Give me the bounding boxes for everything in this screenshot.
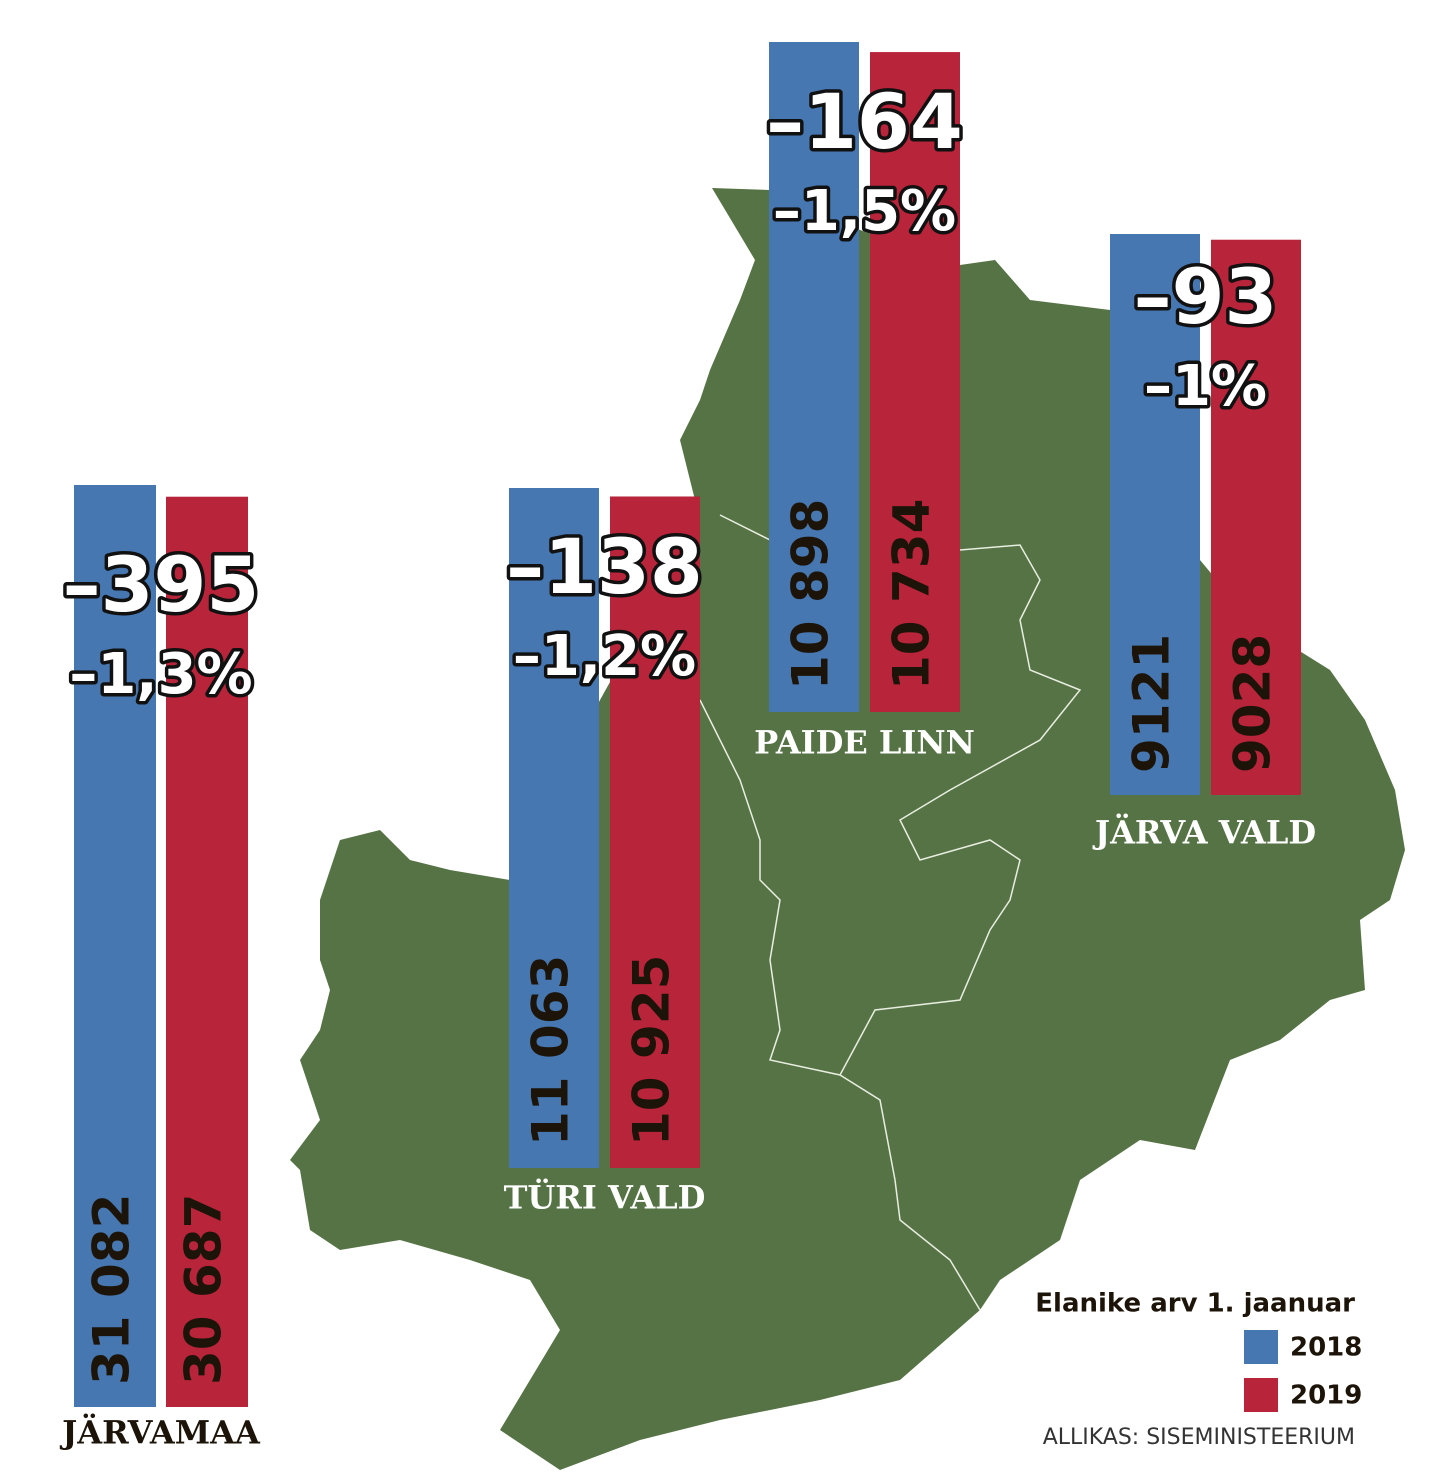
bar [166, 496, 248, 1408]
change-label: –395 [63, 540, 260, 629]
value-label: 10 925 [623, 955, 681, 1146]
bar [1211, 239, 1301, 795]
change-percent: –1,3% [69, 642, 252, 707]
legend-label: 2018 [1290, 1333, 1362, 1363]
bar [74, 485, 156, 1407]
legend-swatch [1244, 1378, 1278, 1412]
legend-label: 2019 [1290, 1381, 1362, 1411]
source: ALLIKAS: SISEMINISTEERIUM [1043, 1425, 1355, 1450]
bar [870, 52, 960, 713]
value-label: 30 687 [175, 1194, 233, 1385]
value-label: 10 734 [883, 499, 941, 690]
bar [509, 488, 599, 1168]
bar [610, 496, 700, 1169]
group-label: JÄRVAMAA [59, 1414, 261, 1452]
group-label: TÜRI VALD [504, 1178, 706, 1217]
legend-swatch [1244, 1330, 1278, 1364]
change-label: –93 [1134, 252, 1278, 341]
change-percent: –1,5% [773, 179, 956, 244]
map-border [699, 699, 981, 1311]
value-label: 9028 [1224, 634, 1282, 773]
change-percent: –1% [1144, 354, 1267, 419]
group-label: PAIDE LINN [754, 724, 975, 762]
legend-title: Elanike arv 1. jaanuar [1035, 1289, 1355, 1319]
change-percent: –1,2% [513, 624, 696, 689]
value-label: 10 898 [782, 499, 840, 690]
map-border [719, 514, 1082, 1076]
group-label: JÄRVA VALD [1092, 814, 1316, 852]
value-label: 31 082 [83, 1194, 141, 1385]
value-label: 9121 [1123, 634, 1181, 773]
bar [769, 42, 859, 712]
change-label: –138 [506, 522, 703, 611]
change-label: –164 [766, 77, 963, 166]
value-label: 11 063 [522, 955, 580, 1146]
bar [1110, 234, 1200, 795]
